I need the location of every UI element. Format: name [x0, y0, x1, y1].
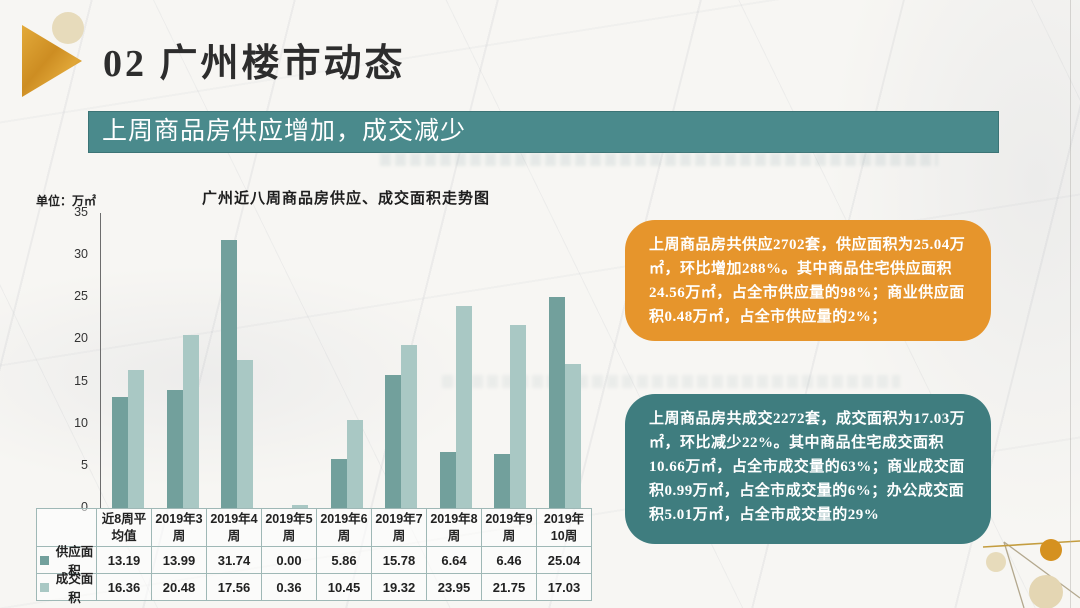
supply-callout-text: 上周商品房共供应2702套，供应面积为25.04万㎡，环比增加288%。其中商品… — [649, 237, 966, 325]
table-column-header: 2019年8 周 — [427, 509, 482, 547]
y-tick-label: 35 — [74, 205, 88, 219]
deco-gold-line-icon — [982, 540, 1080, 548]
bar-供应面积-2019年4周 — [221, 240, 238, 508]
watermark-strip — [380, 153, 938, 166]
bar-group — [483, 213, 538, 508]
bar-group — [538, 213, 593, 508]
deal-callout: 上周商品房共成交2272套，成交面积为17.03万㎡，环比减少22%。其中商品住… — [625, 394, 991, 544]
bar-供应面积-近8周平均值 — [112, 396, 129, 508]
table-row-label: 成交面积 — [37, 572, 97, 605]
table-value-cell: 13.19 — [97, 547, 152, 574]
bar-供应面积-2019年3周 — [166, 390, 183, 508]
y-tick-label: 15 — [74, 373, 88, 388]
logo — [22, 12, 84, 97]
logo-triangle-icon — [22, 25, 82, 97]
deal-callout-text: 上周商品房共成交2272套，成交面积为17.03万㎡，环比减少22%。其中商品住… — [649, 411, 966, 523]
bar-group — [210, 213, 265, 508]
table-value-cell: 21.75 — [482, 574, 537, 601]
supply-callout: 上周商品房共供应2702套，供应面积为25.04万㎡，环比增加288%。其中商品… — [625, 220, 991, 341]
deco-beige-circle-icon — [1029, 575, 1063, 608]
bar-成交面积-近8周平均值 — [128, 370, 145, 508]
table-value-cell: 6.64 — [427, 547, 482, 574]
table-value-cell: 17.03 — [537, 574, 592, 601]
data-table: 近8周平 均值 2019年3 周 2019年4 周 2019年5 周 2019年6 周 2019年7… — [36, 508, 592, 605]
table-value-cell: 16.36 — [97, 574, 152, 601]
table-corner-cell — [37, 509, 97, 547]
bar-供应面积-2019年8周 — [439, 452, 456, 508]
edge-seam — [1070, 0, 1071, 608]
deco-triangle-edge-icon — [1003, 541, 1025, 608]
bar-成交面积-2019年9周 — [510, 324, 527, 508]
table-column-header: 2019年5 周 — [262, 509, 317, 547]
logo-circle-icon — [52, 12, 84, 44]
chart-title: 广州近八周商品房供应、成交面积走势图 — [201, 190, 490, 207]
table-value-cell: 17.56 — [207, 574, 262, 601]
table-value-cell: 20.48 — [152, 574, 207, 601]
deco-beige-circle-icon — [986, 552, 1006, 572]
bar-group — [428, 213, 483, 508]
chart-unit-label: 单位：万㎡ — [36, 194, 97, 208]
bar-成交面积-2019年7周 — [401, 345, 418, 508]
bar-group — [101, 213, 156, 508]
table-column-header: 2019年9 周 — [482, 509, 537, 547]
y-tick-label: 10 — [74, 415, 88, 430]
table-column-header: 2019年6 周 — [317, 509, 372, 547]
table-row-label: 供应面积 — [37, 545, 97, 578]
table-value-cell: 15.78 — [372, 547, 427, 574]
table-value-cell: 25.04 — [537, 547, 592, 574]
bar-group — [265, 213, 320, 508]
y-tick-label: 20 — [74, 331, 88, 346]
table-value-cell: 10.45 — [317, 574, 372, 601]
bar-成交面积-2019年5周 — [291, 504, 308, 508]
table-value-cell: 23.95 — [427, 574, 482, 601]
table-column-header: 2019年4 周 — [207, 509, 262, 547]
bar-成交面积-2019年4周 — [237, 360, 254, 508]
table-value-cell: 31.74 — [207, 547, 262, 574]
table-value-cell: 6.46 — [482, 547, 537, 574]
bar-成交面积-2019年6周 — [346, 419, 363, 508]
bar-供应面积-2019年7周 — [385, 375, 402, 508]
bar-group — [319, 213, 374, 508]
section-banner: 上周商品房供应增加，成交减少 — [88, 111, 999, 153]
bar-group — [374, 213, 429, 508]
table-column-header: 近8周平 均值 — [97, 509, 152, 547]
legend-swatch — [40, 555, 49, 565]
corner-decoration — [982, 539, 1080, 608]
bar-成交面积-2019年10周 — [564, 364, 581, 508]
bar-供应面积-2019年6周 — [330, 458, 347, 508]
bar-成交面积-2019年3周 — [182, 335, 199, 508]
table-value-cell: 0.00 — [262, 547, 317, 574]
bar-供应面积-2019年9周 — [494, 453, 511, 508]
table-value-cell: 13.99 — [152, 547, 207, 574]
table-column-header: 2019年7 周 — [372, 509, 427, 547]
bar-成交面积-2019年8周 — [455, 306, 472, 508]
page-title: 02 广州楼市动态 — [103, 43, 406, 85]
table-value-cell: 0.36 — [262, 574, 317, 601]
y-tick-label: 25 — [74, 289, 88, 304]
y-tick-label: 30 — [74, 247, 88, 262]
table-column-header: 2019年 10周 — [537, 509, 592, 547]
y-tick-label: 5 — [81, 457, 88, 472]
bar-group — [156, 213, 211, 508]
y-axis: 0 5 10 15 20 25 30 35 — [56, 205, 94, 514]
table-column-header: 2019年3 周 — [152, 509, 207, 547]
deco-orange-circle-icon — [1040, 539, 1062, 561]
bar-供应面积-2019年10周 — [548, 296, 565, 508]
y-tick-label: 0 — [81, 500, 88, 514]
table-value-cell: 5.86 — [317, 547, 372, 574]
legend-swatch — [40, 582, 49, 592]
table-value-cell: 19.32 — [372, 574, 427, 601]
plot-area — [100, 213, 592, 508]
deco-triangle-edge-icon — [1003, 541, 1080, 599]
